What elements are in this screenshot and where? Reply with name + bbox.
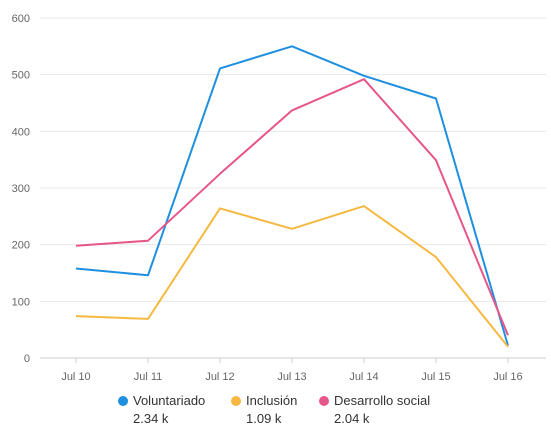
y-tick-label: 0 (24, 353, 30, 365)
legend-marker-voluntariado (118, 396, 128, 406)
y-tick-label: 600 (12, 13, 30, 25)
legend-total-desarrollo-social: 2.04 k (334, 411, 370, 426)
legend-item-voluntariado[interactable]: Voluntariado 2.34 k (118, 392, 205, 428)
legend-label-inclusion: Inclusión (246, 393, 298, 408)
x-axis: Jul 10 Jul 11 Jul 12 Jul 13 Jul 14 Jul 15 Jul … (61, 358, 523, 383)
x-tick-label: Jul 11 (134, 371, 163, 383)
legend-marker-inclusion (231, 396, 241, 406)
series-line-inclusion[interactable] (75, 205, 509, 348)
legend-total-voluntariado: 2.34 k (133, 411, 169, 426)
legend-marker-desarrollo-social (319, 396, 329, 406)
x-tick-label: Jul 12 (205, 371, 234, 383)
y-axis: 0 100 200 300 400 500 600 (12, 13, 30, 365)
y-tick-label: 100 (12, 296, 30, 308)
legend-item-desarrollo-social[interactable]: Desarrollo social 2.04 k (319, 392, 430, 428)
y-tick-label: 500 (12, 70, 30, 82)
grid-lines (40, 17, 546, 302)
y-tick-label: 300 (12, 183, 30, 195)
series-line-desarrollo-social[interactable] (75, 78, 509, 336)
x-tick-label: Jul 16 (493, 371, 522, 383)
legend-item-inclusion[interactable]: Inclusión 1.09 k (231, 392, 297, 428)
x-tick-label: Jul 10 (61, 371, 90, 383)
x-tick-label: Jul 13 (277, 371, 306, 383)
legend-label-voluntariado: Voluntariado (133, 393, 206, 408)
legend-label-desarrollo-social: Desarrollo social (334, 393, 431, 408)
series-lines (75, 45, 509, 348)
legend: Voluntariado 2.34 k Inclusión 1.09 k Des… (0, 392, 551, 432)
series-line-voluntariado[interactable] (75, 45, 509, 346)
x-tick-label: Jul 14 (349, 371, 378, 383)
y-tick-label: 200 (12, 240, 30, 252)
y-tick-label: 400 (12, 126, 30, 138)
x-tick-label: Jul 15 (421, 371, 450, 383)
legend-total-inclusion: 1.09 k (246, 411, 282, 426)
